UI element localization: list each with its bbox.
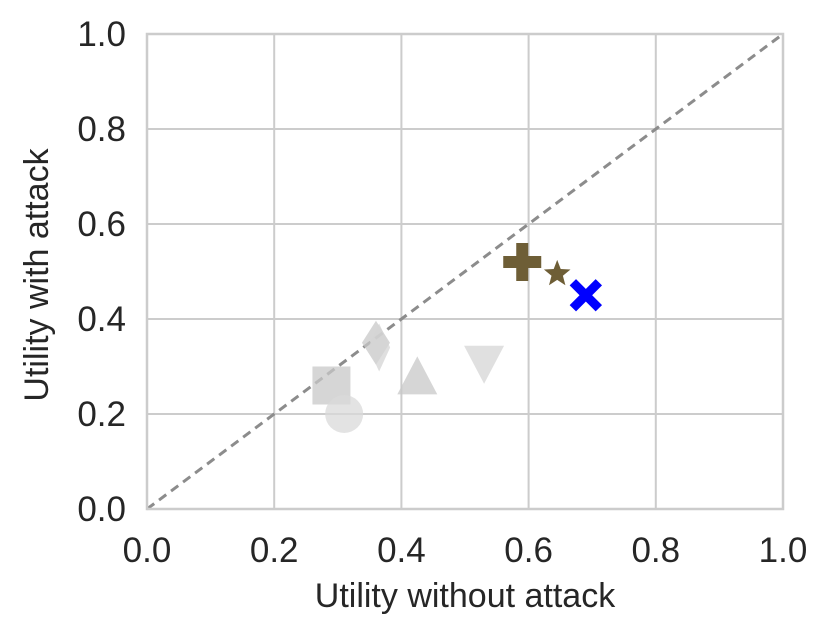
x-tick-label: 0.8 [631,531,680,570]
y-tick-label: 0.2 [77,395,126,434]
y-tick-label: 1.0 [77,15,126,54]
plot-area-frame [145,32,785,511]
y-axis-label: Utility with attack [18,147,56,401]
y-tick-label: 0.0 [77,490,126,529]
y-tick-label: 0.6 [77,205,126,244]
point-thin-diamond [368,323,391,372]
point-x-stroke [569,279,603,312]
point-circle [325,395,364,433]
x-tick-label: 0.2 [250,531,299,570]
x-axis-label: Utility without attack [315,577,616,615]
point-plus [503,243,542,281]
x-tick-label: 0.6 [504,531,553,570]
data-points [312,243,603,433]
reference-diagonal-line [146,32,784,511]
point-triangle-down [464,345,505,384]
y-tick-label: 0.4 [77,300,126,339]
point-x [569,279,603,312]
x-tick-label: 0.4 [377,531,426,570]
x-tick-label: 1.0 [759,531,808,570]
point-triangle-up [397,356,438,395]
y-tick-label: 0.8 [77,110,126,149]
x-tick-label: 0.0 [123,531,172,570]
point-star [543,259,571,286]
y-axis-tick-labels: 0.0 0.2 0.4 0.6 0.8 1.0 [77,15,126,529]
x-axis-tick-labels: 0.0 0.2 0.4 0.6 0.8 1.0 [123,531,808,570]
